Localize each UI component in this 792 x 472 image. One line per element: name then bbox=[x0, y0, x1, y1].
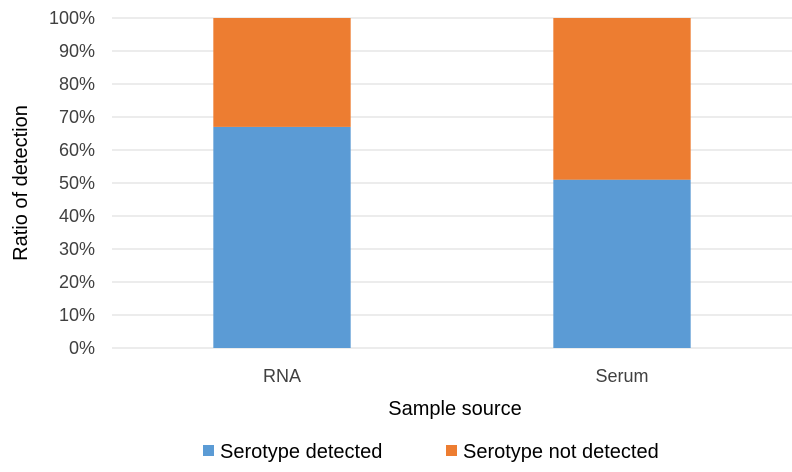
y-tick-label: 80% bbox=[59, 74, 95, 94]
legend-label: Serotype not detected bbox=[463, 441, 659, 463]
y-tick-label: 0% bbox=[69, 338, 95, 358]
bar-serum-serotype-detected bbox=[553, 179, 691, 348]
x-tick-label: Serum bbox=[595, 366, 648, 386]
y-tick-label: 70% bbox=[59, 107, 95, 127]
y-tick-label: 10% bbox=[59, 305, 95, 325]
bar-serum-serotype-not-detected bbox=[553, 18, 691, 180]
x-tick-label: RNA bbox=[263, 366, 301, 386]
x-axis-ticks: RNA Serum bbox=[263, 366, 649, 386]
legend: Serotype detected Serotype not detected bbox=[203, 441, 659, 463]
legend-swatch bbox=[446, 445, 457, 456]
y-tick-label: 50% bbox=[59, 173, 95, 193]
y-tick-label: 20% bbox=[59, 272, 95, 292]
y-tick-label: 60% bbox=[59, 140, 95, 160]
y-tick-label: 40% bbox=[59, 206, 95, 226]
y-tick-label: 100% bbox=[49, 8, 95, 28]
bar-rna-serotype-not-detected bbox=[213, 18, 351, 127]
x-axis-title: Sample source bbox=[388, 398, 521, 420]
legend-swatch bbox=[203, 445, 214, 456]
legend-label: Serotype detected bbox=[220, 441, 382, 463]
y-tick-label: 90% bbox=[59, 41, 95, 61]
bar-rna-serotype-detected bbox=[213, 126, 351, 349]
y-axis-ticks: 0% 10% 20% 30% 40% 50% 60% 70% 80% 90% 100% bbox=[49, 8, 95, 358]
y-tick-label: 30% bbox=[59, 239, 95, 259]
y-axis-title: Ratio of detection bbox=[10, 105, 32, 261]
bars bbox=[213, 18, 691, 349]
